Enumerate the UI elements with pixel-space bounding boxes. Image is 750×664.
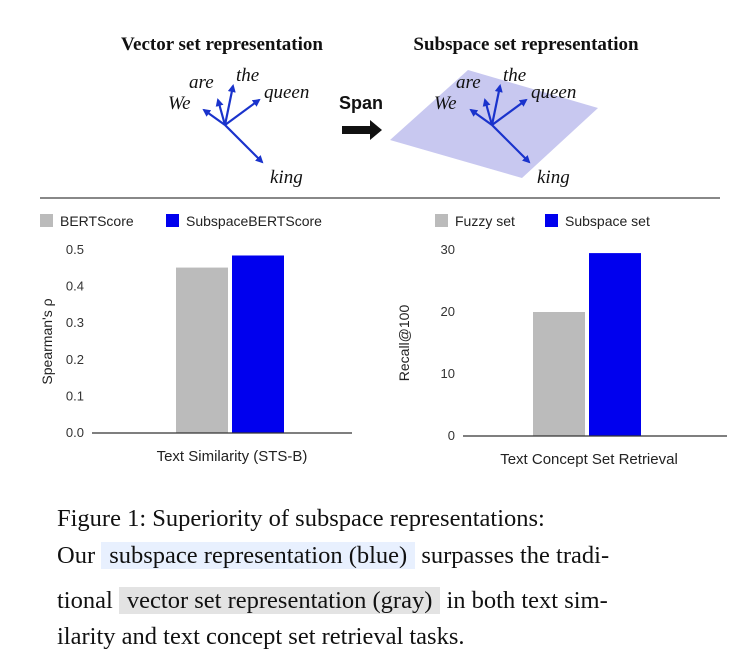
legend-swatch-gray: [435, 214, 448, 227]
word-we-right: We: [434, 93, 457, 114]
caption-line-4: ilarity and text concept set retrieval t…: [57, 623, 465, 650]
subspace-set-title: Subspace set representation: [413, 34, 639, 55]
subspace-are-arrow: [482, 98, 494, 126]
vector-the-arrow: [223, 84, 236, 126]
subspace-set-arrows: [469, 84, 531, 164]
y-tick-label: 20: [441, 304, 455, 319]
vector-queen-arrow: [224, 98, 261, 126]
caption-line-3: tional vector set representation (gray) …: [57, 582, 608, 619]
legend-label: BERTScore: [60, 213, 134, 229]
subspace-we-arrow: [469, 108, 493, 126]
y-tick-label: 0.4: [66, 279, 84, 294]
caption-line-2: Our subspace representation (blue) surpa…: [57, 537, 609, 574]
word-are-left: are: [189, 72, 214, 93]
y-tick-label: 0: [448, 428, 455, 443]
y-tick-label: 0.5: [66, 242, 84, 257]
legend-label: Fuzzy set: [455, 213, 515, 229]
word-king-left: king: [270, 167, 303, 188]
subspace-queen-arrow: [491, 98, 528, 126]
legend-swatch-blue: [166, 214, 179, 227]
caption-line-1: Figure 1: Superiority of subspace repres…: [57, 505, 545, 532]
x-axis-label: Text Concept Set Retrieval: [500, 451, 678, 468]
vector-set-title: Vector set representation: [121, 34, 323, 55]
subspace-highlight: subspace representation (blue): [101, 542, 416, 569]
vector-are-arrow: [215, 98, 227, 126]
legend-swatch-blue: [545, 214, 558, 227]
y-tick-label: 0.1: [66, 388, 84, 403]
bar-fuzzy-set: [533, 312, 585, 436]
caption-text: in both text sim-: [446, 587, 608, 614]
y-tick-label: 0.3: [66, 315, 84, 330]
bar-subspace-set: [589, 253, 641, 436]
word-we-left: We: [168, 93, 191, 114]
subspace-the-arrow: [490, 84, 503, 126]
concept-retrieval-chart: Fuzzy set Subspace set 0 10 20 30 Recall@100 Te…: [396, 213, 727, 468]
vector-king-arrow: [224, 124, 264, 164]
y-tick-label: 30: [441, 242, 455, 257]
y-axis-label: Spearman's ρ: [39, 298, 55, 384]
span-label: Span: [339, 93, 383, 113]
word-the-left: the: [236, 65, 259, 86]
word-queen-left: queen: [264, 82, 309, 103]
bar-bertscore: [176, 267, 228, 433]
vector-we-arrow: [202, 108, 226, 126]
x-axis-label: Text Similarity (STS-B): [157, 448, 308, 465]
word-the-right: the: [503, 65, 526, 86]
text-similarity-chart: BERTScore SubspaceBERTScore 0.0 0.1 0.2 0.3 0.…: [39, 213, 352, 465]
y-tick-label: 10: [441, 366, 455, 381]
bar-subspacebertscore: [232, 255, 284, 433]
word-king-right: king: [537, 167, 570, 188]
legend-label: Subspace set: [565, 213, 650, 229]
caption-text: surpasses the tradi-: [421, 542, 610, 569]
span-arrow-icon: [342, 120, 382, 140]
legend-swatch-gray: [40, 214, 53, 227]
word-are-right: are: [456, 72, 481, 93]
y-axis-label: Recall@100: [396, 305, 412, 382]
y-tick-label: 0.0: [66, 425, 84, 440]
representation-diagram: Vector set representation Subspace set r…: [40, 34, 720, 199]
subspace-king-arrow: [491, 124, 531, 164]
vector-set-arrows: [202, 84, 264, 164]
word-queen-right: queen: [531, 82, 576, 103]
caption-text: tional: [57, 587, 113, 614]
y-tick-label: 0.2: [66, 352, 84, 367]
vector-set-highlight: vector set representation (gray): [118, 587, 441, 614]
caption-text: Our: [57, 542, 96, 569]
legend-label: SubspaceBERTScore: [186, 213, 322, 229]
